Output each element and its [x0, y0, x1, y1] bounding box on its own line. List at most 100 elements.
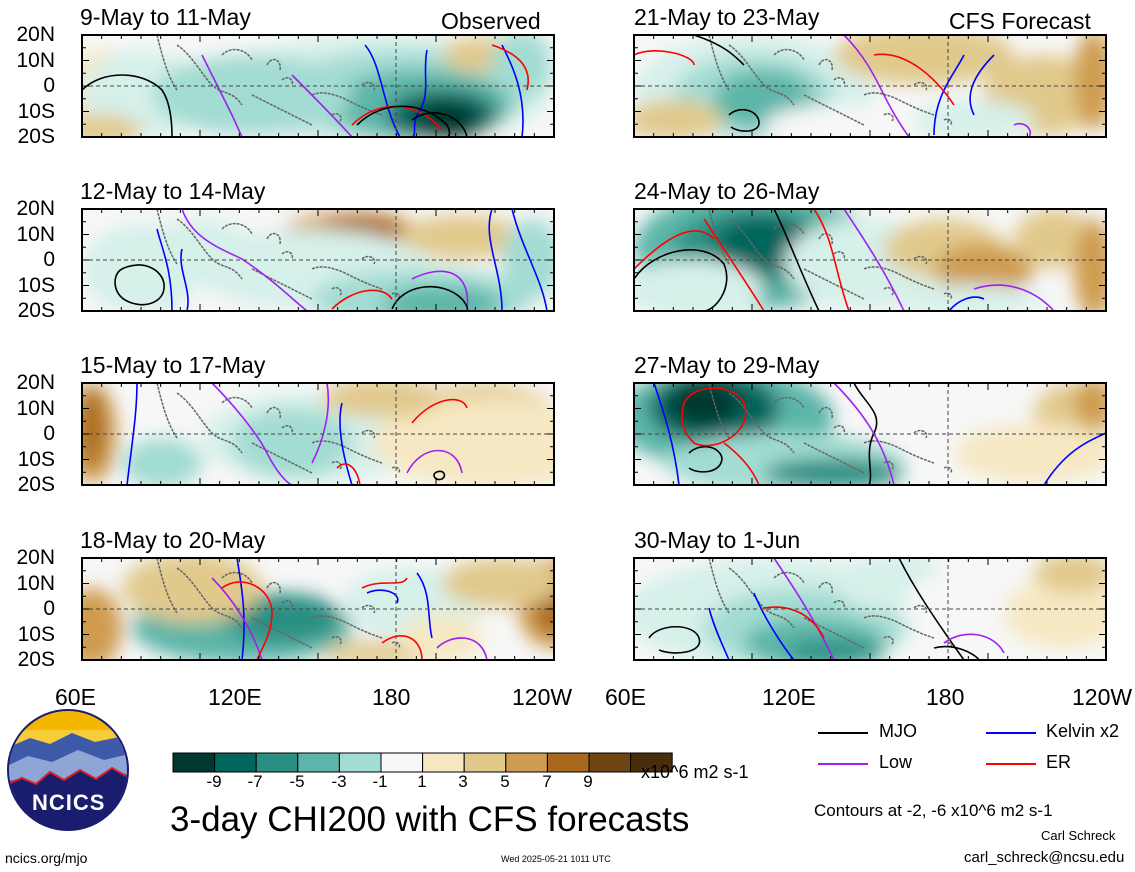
- anomaly-region: [1074, 383, 1106, 428]
- anomaly-region: [1074, 35, 1106, 130]
- anomaly-region: [1004, 578, 1106, 648]
- anomaly-region: [322, 383, 442, 418]
- contour-line: [943, 633, 1005, 654]
- panel-title-4: 18-May to 20-May: [80, 527, 266, 553]
- contour-line: [843, 35, 910, 137]
- panel-title-7: 27-May to 29-May: [634, 352, 820, 378]
- anomaly-region: [1014, 209, 1094, 269]
- anomaly-region: [492, 35, 552, 100]
- anomaly-region: [954, 423, 1106, 483]
- anomaly-region: [1034, 558, 1106, 593]
- anomaly-region: [402, 613, 482, 660]
- ncics-logo: [7, 709, 129, 831]
- contour-line: [336, 463, 361, 485]
- colorbar-swatch: [505, 752, 548, 773]
- contour-line: [361, 577, 408, 589]
- anomaly-region: [82, 115, 142, 137]
- lon-label-120e-right: 120E: [762, 684, 816, 710]
- logo-text: NCICS: [32, 790, 106, 815]
- anomaly-region: [914, 100, 1034, 137]
- contour-line: [773, 558, 835, 660]
- contour-line: [366, 589, 399, 604]
- lat-label-row4-20n: 20N: [16, 546, 55, 569]
- contour-line: [634, 50, 695, 66]
- anomaly-region: [502, 219, 554, 299]
- main-title: 3-day CHI200 with CFS forecasts: [170, 800, 690, 839]
- contour-line: [969, 54, 995, 116]
- contour-line: [933, 54, 965, 136]
- contour-line: [211, 383, 293, 485]
- author-email: carl_schreck@ncsu.edu: [964, 849, 1125, 866]
- lat-label-row4-eq: 0: [43, 597, 55, 620]
- contour-line: [634, 249, 728, 311]
- contour-line: [201, 54, 243, 137]
- lat-label-row3-20n: 20N: [16, 371, 55, 394]
- author: Carl Schreck: [1041, 828, 1116, 843]
- anomaly-region: [634, 100, 724, 137]
- map-panel-7: [633, 382, 1107, 486]
- lat-label-row1-eq: 0: [43, 74, 55, 97]
- contour-line: [411, 112, 468, 137]
- map-panel-4: [81, 557, 555, 661]
- contour-line: [433, 470, 446, 481]
- lon-label-120w-right: 120W: [1072, 684, 1133, 710]
- contour-line: [833, 383, 895, 485]
- contour-line: [501, 44, 524, 137]
- contour-line: [311, 383, 330, 464]
- lat-label-row1-10n: 10N: [16, 48, 55, 72]
- contour-line: [411, 270, 469, 311]
- contour-line: [411, 49, 428, 137]
- contour-line: [688, 445, 723, 473]
- lat-label-row2-eq: 0: [43, 248, 55, 271]
- colorbar-label: -5: [289, 772, 305, 791]
- lon-label-60e-left: 60E: [55, 684, 96, 710]
- lon-label-180-left: 180: [372, 684, 411, 710]
- colorbar-label: 3: [458, 772, 468, 791]
- lat-label-row2-10n: 10N: [16, 222, 55, 246]
- anomaly-region: [854, 383, 1014, 443]
- contours-note: Contours at -2, -6 x10^6 m2 s-1: [814, 801, 1053, 820]
- contour-line: [773, 209, 820, 311]
- contour-line: [339, 402, 353, 485]
- anomaly-region: [1074, 219, 1106, 311]
- panel-title-3: 15-May to 17-May: [80, 352, 266, 378]
- contour-line: [763, 606, 825, 639]
- anomaly-region: [834, 35, 1014, 85]
- anomaly-region: [152, 219, 252, 269]
- colorbar-label: 9: [583, 772, 593, 791]
- panel-title-1: 9-May to 11-May: [80, 4, 251, 30]
- colorbar-swatch: [380, 752, 424, 773]
- map-panel-8: [633, 557, 1107, 661]
- colorbar-label: -7: [247, 772, 263, 791]
- lat-label-row2-20s: 20S: [17, 299, 55, 322]
- contour-line: [406, 449, 463, 474]
- anomaly-region: [372, 398, 554, 485]
- legend-label-low: Low: [879, 752, 913, 772]
- contour-line: [898, 558, 965, 660]
- contour-line: [708, 607, 730, 660]
- colorbar-swatch: [172, 752, 216, 773]
- lat-label-row4-10n: 10N: [16, 571, 55, 595]
- map-panel-3: [81, 382, 555, 486]
- anomaly-region: [442, 558, 554, 608]
- contour-line: [416, 572, 433, 639]
- legend-label-mjo: MJO: [879, 721, 917, 741]
- lat-label-row1-20n: 20N: [16, 23, 55, 46]
- colorbar-label: 5: [500, 772, 510, 791]
- colorbar-swatch: [630, 752, 673, 773]
- contour-line: [291, 74, 353, 137]
- legend-label-kelvin: Kelvin x2: [1046, 721, 1120, 741]
- contour-line: [436, 637, 488, 660]
- lat-label-row4-10s: 10S: [17, 622, 55, 646]
- panel-title-8: 30-May to 1-Jun: [634, 527, 801, 553]
- anomaly-region: [82, 588, 122, 660]
- colorbar-swatch: [255, 752, 299, 773]
- colorbar-units: x10^6 m2 s-1: [641, 762, 749, 782]
- lat-label-row1-10s: 10S: [17, 99, 55, 123]
- colorbar-label: -3: [331, 772, 347, 791]
- contour-line: [211, 577, 263, 660]
- anomaly-region: [934, 244, 1034, 294]
- anomaly-region: [382, 286, 502, 311]
